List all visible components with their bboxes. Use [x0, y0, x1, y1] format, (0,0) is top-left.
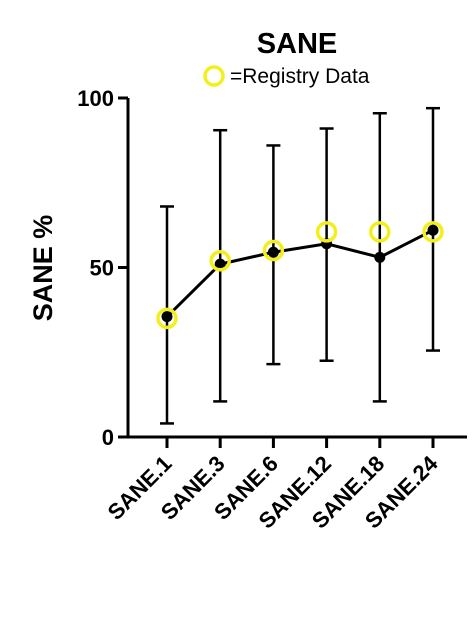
mean-point-6 — [427, 224, 439, 236]
y-tick-label-0: 0 — [102, 425, 114, 450]
error-bars — [160, 106, 440, 425]
mean-point-5 — [374, 251, 386, 263]
data-points — [156, 221, 444, 330]
legend-registry-label: =Registry Data — [230, 65, 370, 88]
y-tick-label-100: 100 — [77, 86, 114, 111]
mean-point-2 — [214, 258, 226, 270]
legend-registry-marker — [203, 65, 225, 87]
y-ticks: 0 50 100 — [77, 86, 128, 450]
y-axis-label: SANE % — [28, 215, 58, 322]
registry-point-5 — [369, 221, 391, 243]
mean-point-1 — [161, 311, 173, 323]
registry-point-3 — [262, 239, 285, 262]
series-lines — [165, 228, 434, 318]
registry-point-1 — [156, 307, 178, 330]
registry-point-6 — [422, 221, 444, 243]
y-tick-label-50: 50 — [90, 256, 114, 281]
registry-point-4 — [315, 221, 338, 243]
registry-point-2 — [209, 249, 231, 272]
mean-series-line — [165, 228, 434, 318]
chart-title: SANE — [257, 28, 338, 60]
mean-point-3 — [267, 246, 279, 258]
legend: =Registry Data — [203, 65, 370, 88]
